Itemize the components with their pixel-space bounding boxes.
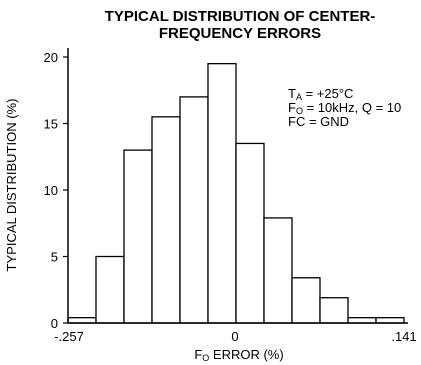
histogram-bar-6 [207,63,237,324]
histogram-bar-4 [151,116,181,324]
annotation-fc: FC = GND [288,114,349,129]
y-tick-label-15: 15 [44,117,58,132]
chart-title-line-1: TYPICAL DISTRIBUTION OF CENTER- [105,8,376,25]
histogram-bar-3 [123,149,153,324]
x-tick-label-zero: 0 [231,329,238,344]
histogram-bar-9 [291,277,321,324]
histogram-bar-11 [347,317,377,324]
histogram-bar-5 [179,96,209,324]
y-tick-label-20: 20 [44,50,58,65]
histogram-bar-7 [235,142,265,324]
y-tick-label-10: 10 [44,183,58,198]
y-tick-label-0: 0 [51,316,58,331]
chart-title-line-2: FREQUENCY ERRORS [159,25,321,42]
histogram-bar-12 [375,317,405,324]
histogram-bar-1 [67,317,97,324]
histogram-bar-2 [95,255,125,324]
y-axis-label: TYPICAL DISTRIBUTION (%) [4,99,19,272]
annotation-frequency: FO = 10kHz, Q = 10 [288,100,401,116]
histogram-bar-8 [263,217,293,324]
y-tick-label-5: 5 [51,250,58,265]
x-axis-label: FO ERROR (%) [194,347,283,363]
histogram-bar-10 [319,297,349,324]
annotation-temperature: TA = +25°C [288,86,353,102]
y-axis-ticks: 0 5 10 15 20 [44,50,68,331]
histogram-bars [67,63,405,324]
x-tick-label-min: -.257 [54,329,84,344]
x-tick-label-max: .141 [391,329,416,344]
